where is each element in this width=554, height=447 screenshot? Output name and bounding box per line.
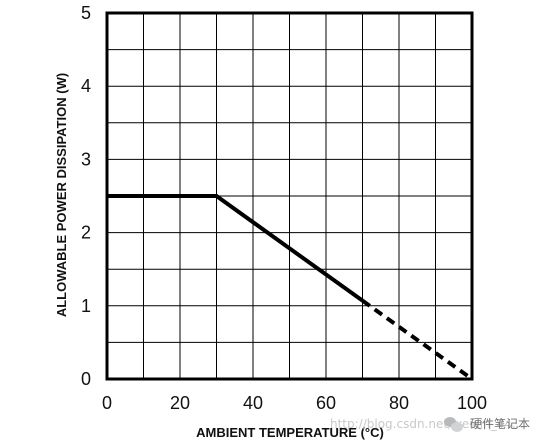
- y-axis-label: ALLOWABLE POWER DISSIPATION (W): [54, 73, 69, 317]
- x-tick-label: 0: [102, 393, 112, 413]
- series-line-dashed: [361, 299, 474, 381]
- y-tick-label: 2: [81, 223, 91, 243]
- series-line-solid: [107, 194, 364, 303]
- watermark-url: http://blog.csdn.net/weixin_44...: [330, 417, 523, 431]
- wechat-icon: [444, 417, 463, 432]
- y-tick-label: 1: [81, 296, 91, 316]
- x-tick-label: 60: [316, 393, 336, 413]
- grid: [107, 13, 472, 379]
- x-axis-label: AMBIENT TEMPERATURE (°C): [196, 425, 384, 440]
- y-tick-label: 5: [81, 3, 91, 23]
- watermark: http://blog.csdn.net/weixin_44... 硬件笔记本: [330, 416, 530, 432]
- x-tick-label: 40: [243, 393, 263, 413]
- x-tick-label: 100: [457, 393, 487, 413]
- x-tick-label: 20: [170, 393, 190, 413]
- y-tick-label: 4: [81, 76, 91, 96]
- y-tick-label: 0: [81, 369, 91, 389]
- tick-labels: 0 20 40 60 80 100 0 1 2 3 4 5: [81, 3, 487, 413]
- x-tick-label: 80: [389, 393, 409, 413]
- y-tick-label: 3: [81, 149, 91, 169]
- watermark-brand: 硬件笔记本: [470, 416, 530, 431]
- series-lines: [107, 194, 474, 381]
